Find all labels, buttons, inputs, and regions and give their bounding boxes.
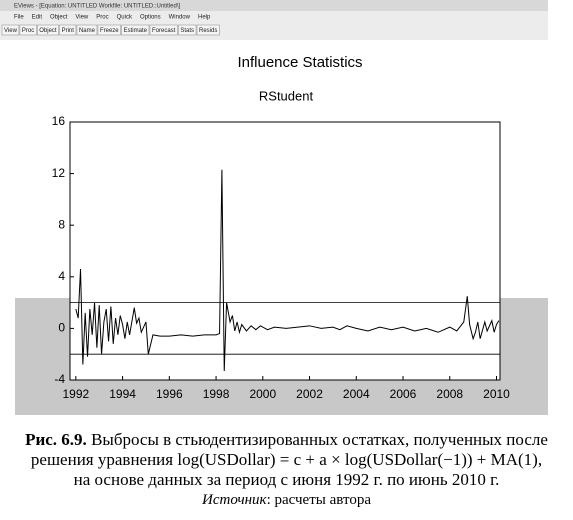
y-tick-label: 12 [52,166,66,180]
series-line [75,169,500,371]
toolbar-button[interactable] [178,24,197,36]
toolbar-label: Resids [199,28,217,34]
toolbar-button[interactable] [76,24,98,36]
x-tick-label: 1992 [62,387,89,401]
caption-source: Источник: расчеты автора [0,490,573,510]
menu-item: Object [50,15,68,21]
toolbar-button[interactable] [149,24,178,36]
menu-item: Edit [32,15,43,21]
toolbar-label: Name [79,28,96,34]
menu-item: File [14,15,24,21]
x-tick-label: 2006 [390,387,417,401]
toolbar-button[interactable] [59,24,77,36]
menu-item: Quick [117,15,133,21]
y-tick-label: 16 [52,114,66,128]
toolbar-label: View [4,28,18,34]
y-tick-label: 0 [58,321,65,335]
source-text: : расчеты автора [266,492,371,508]
menu-item: Options [140,15,161,21]
caption-line: на основе данных за период с июня 1992 г… [73,470,500,489]
caption-line: решения уравнения log(USDollar) = c + a … [30,450,543,469]
toolbar-button[interactable] [37,24,59,36]
toolbar-label: Print [62,28,75,34]
toolbar-label: Freeze [100,28,119,34]
chart: EViews - [Equation: UNTITLED Workfile: U… [0,0,548,415]
x-tick-label: 2004 [343,387,370,401]
plot-area [69,121,501,381]
toolbar-label: Stats [180,28,194,34]
x-tick-label: 1996 [156,387,183,401]
x-tick-label: 2002 [296,387,323,401]
window-title: EViews - [Equation: UNTITLED Workfile: U… [14,4,180,10]
toolbar-button[interactable] [19,24,37,36]
caption-line: Рис. 6.9. Выбросы в стьюдентизированных … [0,430,573,450]
toolbar-button[interactable] [121,24,150,36]
caption-label: Рис. 6.9. [25,430,87,449]
menu-item: Proc [96,15,108,21]
menu-item: Window [169,15,191,21]
toolbar-button[interactable] [196,24,220,36]
toolbar-label: Proc [22,28,34,34]
chart-title: Influence Statistics [237,54,362,71]
menu-item: View [75,15,89,21]
x-tick-label: 1998 [203,387,230,401]
x-tick-label: 2000 [249,387,276,401]
title-bar [0,0,548,11]
source-label: Источник [202,492,267,508]
toolbar-label: Forecast [152,28,176,34]
chart-subtitle: RStudent [259,88,314,103]
menu-item: Help [198,15,211,21]
x-tick-label: 2010 [483,387,510,401]
toolbar-button[interactable] [97,24,121,36]
x-tick-label: 2008 [436,387,463,401]
y-tick-label: 8 [58,217,65,231]
toolbar-label: Estimate [124,28,148,34]
y-tick-label: -4 [54,372,65,386]
toolbar-label: Object [39,28,57,34]
y-tick-label: 4 [58,269,65,283]
caption-text: Выбросы в стьюдентизированных остатках, … [91,430,548,449]
x-tick-label: 1994 [109,387,136,401]
toolbar-button[interactable] [1,24,20,36]
